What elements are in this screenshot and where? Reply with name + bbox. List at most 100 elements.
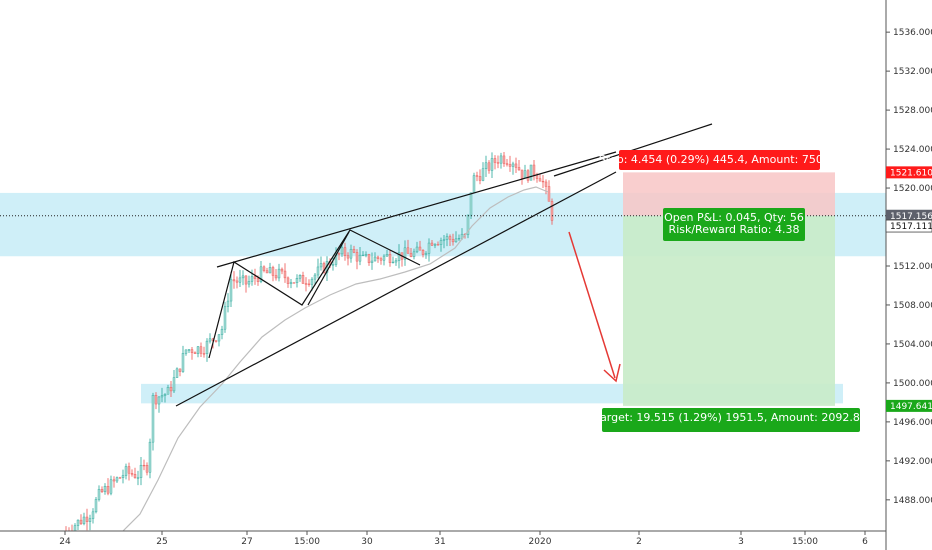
candle-body [349,248,353,259]
pnl-label-line-1: Open P&L: 0.045, Qty: 56 [664,211,804,224]
candle-body [265,270,269,274]
candle-body [373,256,377,262]
candle-body [526,170,530,181]
candle-body [280,268,284,272]
candle-body [160,395,164,398]
candle-body [520,169,524,179]
candle-body [214,340,218,342]
target-label-line-1: Target: 19.515 (1.29%) 1951.5, Amount: 2… [594,411,867,424]
candle-body [178,368,182,372]
countdown-price-tag-text: 1517.111 [890,222,932,232]
y-tick-label: 1532.000 [893,67,932,77]
candle-body [370,260,374,263]
candle-body [112,479,116,482]
candle-body [481,168,485,181]
candle-body [310,278,314,285]
x-tick-label: 27 [241,537,252,547]
lower-trendline [175,171,617,407]
candle-body [106,485,110,494]
candle-body [475,175,479,177]
candle-body [433,244,437,246]
candle-body [82,516,86,524]
candle-body [391,261,395,264]
candle-body [424,253,428,255]
time-axis[interactable] [0,531,886,550]
candle-body [289,282,293,284]
candle-body [130,472,134,475]
candle-body [232,279,236,282]
stop-price-tag-text: 1521.610 [890,168,932,178]
candle-body [355,252,359,262]
candle-body [253,276,257,279]
candle-body [208,338,212,342]
candle-body [118,477,122,479]
arrow-head-icon [603,363,621,383]
countdown-tag-border [885,219,932,233]
candle-body [361,254,365,257]
stop-price-tag [886,166,932,179]
y-tick-label: 1528.000 [893,106,932,116]
candle-body [442,239,446,241]
candle-body [79,519,83,524]
candle-body [493,158,497,163]
candle-body [430,242,434,246]
candle-body [238,277,242,283]
candle-body [190,349,194,353]
candle-body [247,281,251,285]
candle-body [529,164,533,181]
x-tick-label: 25 [156,537,167,547]
candle-body [343,247,347,256]
candle-body [514,163,518,168]
current-price-tag-text: 1517.156 [890,212,932,222]
candle-body [91,511,95,519]
candle-body [376,256,380,259]
candle-body [511,163,515,167]
candle-body [259,266,263,282]
candle-body [550,201,554,221]
candle-body [94,499,98,513]
zigzag-leg [307,231,350,306]
candle-body [142,464,146,467]
candle-body [121,475,125,478]
candle-body [202,353,206,355]
y-tick-label: 1492.000 [893,457,932,467]
candle-body [439,240,443,245]
candle-body [382,255,386,261]
target-price-tag-text: 1497.641 [890,402,932,412]
candle-body [223,306,227,330]
candle-body [97,489,101,500]
candle-body [229,279,233,302]
candle-body [283,270,287,279]
y-tick-label: 1512.000 [893,262,932,272]
candle-body [454,238,458,243]
candle-body [508,164,512,167]
price-axis[interactable] [886,0,932,550]
y-tick-label: 1536.000 [893,28,932,38]
zigzag-pattern [208,229,421,359]
moving-average-line [122,186,549,532]
candle-body [268,267,272,274]
candle-body [184,349,188,354]
candle-body [199,346,203,354]
candle-body [340,247,344,255]
candle-body [196,346,200,354]
candle-body [148,441,152,473]
candle-body [346,255,350,259]
candle-body [409,253,413,257]
candle-body [205,340,209,354]
candle-body [319,263,323,268]
candle-body [436,244,440,246]
candle-body [226,300,230,307]
candle-body [403,247,407,260]
candle-body [166,387,170,395]
candle-body [301,275,305,284]
candle-body [352,248,356,253]
candle-body [538,178,542,182]
candle-body [172,377,176,392]
x-tick-label: 15:00 [792,537,818,547]
candle-body [154,395,158,405]
y-tick-label: 1508.000 [893,301,932,311]
candle-body [487,162,491,171]
candle-body [277,268,281,279]
